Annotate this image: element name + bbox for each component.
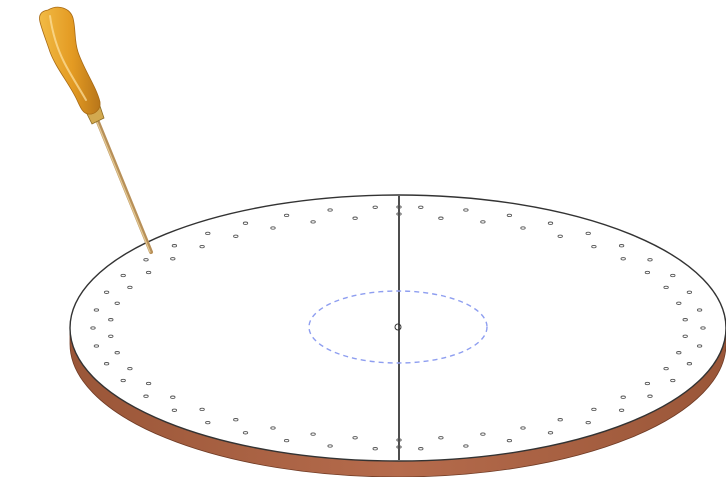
hole-marker <box>396 445 402 449</box>
hole-marker <box>557 418 563 422</box>
hole-marker <box>682 334 688 338</box>
hole-marker <box>120 378 126 383</box>
hole-marker <box>620 257 626 261</box>
hole-marker <box>438 216 444 220</box>
hole-marker <box>463 444 469 448</box>
hole-marker <box>644 270 651 275</box>
hole-marker <box>283 213 290 218</box>
dashed-center-circle <box>308 290 488 364</box>
hole-marker <box>557 234 563 238</box>
hole-marker <box>108 334 114 338</box>
hole-marker <box>591 407 597 412</box>
hole-marker <box>310 432 316 436</box>
hole-marker <box>663 366 669 371</box>
awl-shaft <box>96 120 153 254</box>
hole-marker <box>205 420 211 425</box>
hole-markers <box>90 205 706 451</box>
hole-marker <box>145 381 152 386</box>
hole-marker <box>396 212 402 216</box>
hole-marker <box>114 351 120 355</box>
hole-marker <box>127 285 133 290</box>
hole-marker <box>396 438 402 442</box>
hole-marker <box>618 408 625 412</box>
hole-marker <box>418 447 424 451</box>
hole-marker <box>676 351 682 355</box>
awl-handle-highlight <box>49 15 87 101</box>
center-point <box>394 323 402 331</box>
hole-marker <box>171 408 178 412</box>
hole-marker <box>233 418 239 422</box>
hole-marker <box>585 231 591 236</box>
hole-marker <box>506 438 513 443</box>
hole-marker <box>520 426 526 430</box>
hole-marker <box>242 431 249 435</box>
hole-marker <box>143 394 149 398</box>
hole-marker <box>647 258 653 262</box>
hole-marker <box>696 308 703 312</box>
awl-tool <box>39 6 153 254</box>
hole-marker <box>145 270 152 275</box>
hole-marker <box>90 326 96 330</box>
hole-marker <box>327 444 333 448</box>
hole-marker <box>463 208 469 212</box>
hole-marker <box>647 394 653 398</box>
hole-marker <box>171 244 178 248</box>
hole-marker <box>127 366 133 371</box>
hole-marker <box>620 395 626 399</box>
hole-marker <box>352 216 358 220</box>
hole-marker <box>686 290 693 294</box>
hole-marker <box>480 220 486 224</box>
hole-marker <box>547 431 554 435</box>
hole-marker <box>283 438 290 443</box>
hole-marker <box>418 205 424 209</box>
hole-marker <box>618 244 625 248</box>
hole-marker <box>93 344 100 348</box>
hole-marker <box>506 213 513 218</box>
awl-shaft-highlight <box>96 121 151 253</box>
hole-marker <box>310 220 316 224</box>
hole-marker <box>199 244 205 249</box>
hole-marker <box>143 258 149 262</box>
hole-marker <box>676 301 682 305</box>
hole-marker <box>682 318 688 322</box>
hole-marker <box>205 231 211 236</box>
hole-marker <box>270 426 276 430</box>
hole-marker <box>644 381 651 386</box>
hole-marker <box>696 344 703 348</box>
hole-marker <box>372 447 378 451</box>
hole-marker <box>270 226 276 230</box>
hole-marker <box>520 226 526 230</box>
awl-handle <box>39 6 101 115</box>
hole-marker <box>686 362 693 366</box>
hole-marker <box>438 436 444 440</box>
hole-marker <box>108 318 114 322</box>
hole-marker <box>352 436 358 440</box>
hole-marker <box>591 244 597 249</box>
hole-marker <box>700 326 706 330</box>
hole-marker <box>663 285 669 290</box>
hole-marker <box>199 407 205 412</box>
hole-marker <box>120 273 126 278</box>
hole-marker <box>327 208 333 212</box>
hole-marker <box>396 205 402 209</box>
hole-marker <box>103 290 110 294</box>
hole-marker <box>93 308 100 312</box>
hole-marker <box>170 257 176 261</box>
hole-marker <box>103 362 110 366</box>
hole-marker <box>114 301 120 305</box>
hole-marker <box>547 221 554 225</box>
hole-marker <box>233 234 239 238</box>
circular-board <box>69 194 726 462</box>
hole-marker <box>670 378 676 383</box>
hole-marker <box>670 273 676 278</box>
hole-marker <box>585 420 591 425</box>
hole-marker <box>480 432 486 436</box>
hole-marker <box>372 205 378 209</box>
hole-marker <box>242 221 249 225</box>
hole-marker <box>170 395 176 399</box>
